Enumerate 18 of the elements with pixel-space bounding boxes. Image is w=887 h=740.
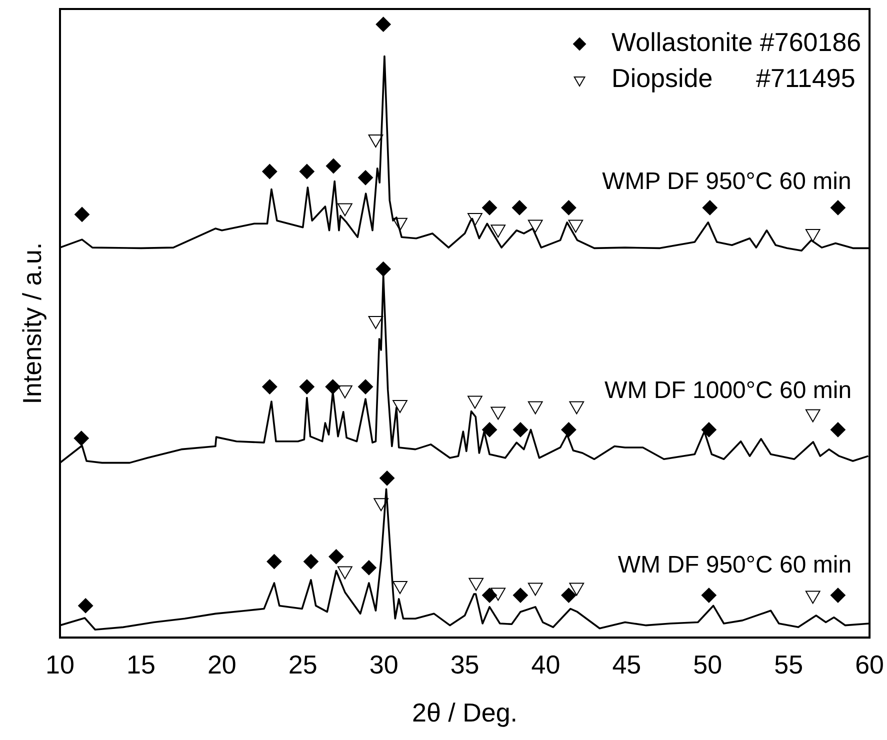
x-tick-label: 50 [693,649,722,680]
x-tick-label: 40 [531,649,560,680]
x-tick-label: 30 [369,649,398,680]
x-tick-label: 35 [450,649,480,680]
legend-label: Wollastonite #760186 [612,27,862,58]
x-tick-label: 45 [612,649,642,680]
x-tick-label: 20 [207,649,236,680]
x-tick-label: 25 [288,649,318,680]
x-tick-label: 10 [46,649,74,680]
x-tick-label: 15 [126,649,156,680]
x-tick-label: 55 [774,649,804,680]
annotation: WM DF 950°C 60 min [618,551,852,578]
x-axis-title: 2θ / Deg. [412,698,518,728]
x-tick-label: 60 [855,649,884,680]
annotation: WMP DF 950°C 60 min [602,168,852,196]
y-axis-title: Intensity / a.u. [17,242,48,404]
legend-label: Diopside #711495 [612,63,856,94]
annotation: WM DF 1000°C 60 min [604,377,852,404]
